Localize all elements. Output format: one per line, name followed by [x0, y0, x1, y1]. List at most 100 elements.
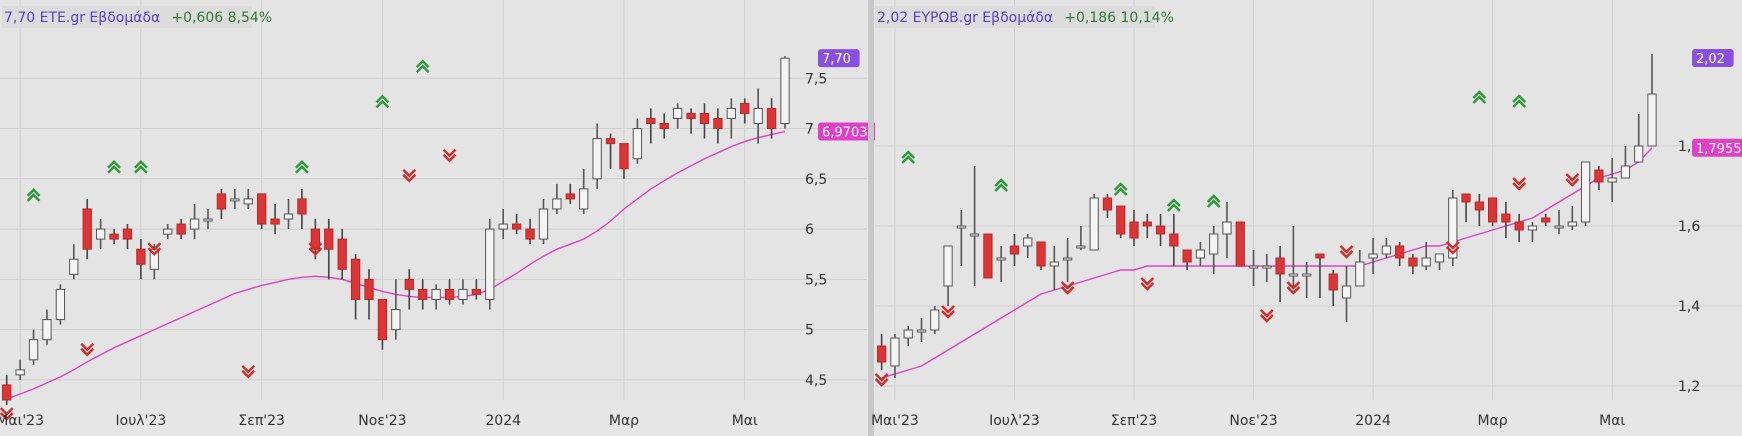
candle[interactable]	[377, 298, 388, 350]
candle[interactable]	[579, 168, 589, 214]
candle[interactable]	[969, 166, 980, 286]
candle[interactable]	[1580, 161, 1591, 226]
candle[interactable]	[565, 183, 575, 204]
candle[interactable]	[713, 108, 723, 144]
candle[interactable]	[1434, 253, 1445, 270]
candle[interactable]	[1209, 226, 1219, 274]
candle[interactable]	[1182, 249, 1192, 270]
candle[interactable]	[525, 219, 535, 245]
candle[interactable]	[916, 318, 927, 342]
candle[interactable]	[95, 219, 106, 250]
candle[interactable]	[699, 103, 710, 139]
candle[interactable]	[1116, 205, 1126, 238]
candles-layer[interactable]	[877, 54, 1657, 378]
candle[interactable]	[1195, 242, 1206, 266]
candle[interactable]	[1275, 246, 1285, 302]
candle[interactable]	[243, 188, 253, 209]
candle[interactable]	[337, 229, 347, 280]
candle[interactable]	[55, 284, 66, 325]
candle[interactable]	[176, 219, 186, 240]
candle[interactable]	[364, 269, 374, 320]
candle[interactable]	[471, 279, 482, 300]
candle[interactable]	[1102, 194, 1113, 218]
candle[interactable]	[956, 210, 966, 266]
candle[interactable]	[1355, 250, 1365, 287]
candle[interactable]	[1142, 214, 1152, 238]
candle[interactable]	[136, 239, 146, 280]
candle[interactable]	[122, 224, 133, 250]
candle[interactable]	[1607, 158, 1617, 202]
candle[interactable]	[632, 118, 643, 164]
candle[interactable]	[1541, 214, 1551, 226]
candle[interactable]	[216, 188, 227, 220]
candle[interactable]	[1474, 194, 1484, 226]
candle[interactable]	[890, 334, 900, 378]
candle[interactable]	[930, 306, 940, 334]
candle[interactable]	[69, 244, 79, 280]
candle[interactable]	[1049, 246, 1059, 290]
candle[interactable]	[324, 219, 334, 280]
candle[interactable]	[1421, 242, 1431, 270]
candle[interactable]	[1089, 194, 1099, 251]
candle[interactable]	[350, 254, 361, 320]
candle[interactable]	[1235, 221, 1245, 267]
candle[interactable]	[203, 208, 213, 230]
candle[interactable]	[1328, 270, 1338, 306]
candle[interactable]	[1554, 210, 1564, 234]
candle[interactable]	[1262, 254, 1272, 282]
candle[interactable]	[511, 213, 522, 235]
candle[interactable]	[686, 108, 696, 134]
candle[interactable]	[619, 143, 629, 179]
candle[interactable]	[1169, 214, 1179, 266]
candle[interactable]	[1062, 238, 1073, 282]
candle[interactable]	[1567, 206, 1577, 230]
candle[interactable]	[230, 188, 240, 209]
candle[interactable]	[28, 329, 39, 365]
candle[interactable]	[592, 123, 602, 189]
candle[interactable]	[996, 246, 1006, 282]
candle[interactable]	[15, 359, 25, 380]
candle[interactable]	[1248, 250, 1259, 286]
candle[interactable]	[1036, 241, 1046, 270]
candle[interactable]	[1395, 242, 1405, 266]
candle[interactable]	[2, 374, 12, 406]
candle[interactable]	[498, 208, 508, 240]
candle[interactable]	[740, 98, 750, 124]
candle[interactable]	[1288, 226, 1299, 286]
candle[interactable]	[1527, 222, 1538, 242]
candle[interactable]	[726, 98, 736, 139]
candle[interactable]	[1009, 234, 1020, 266]
candle[interactable]	[1487, 197, 1498, 226]
candle[interactable]	[538, 198, 549, 245]
candle[interactable]	[1222, 202, 1232, 258]
candle[interactable]	[109, 229, 119, 245]
candle[interactable]	[418, 279, 428, 310]
candle[interactable]	[646, 108, 656, 144]
candle[interactable]	[1023, 234, 1033, 258]
candle[interactable]	[877, 334, 887, 370]
candle[interactable]	[1076, 226, 1086, 250]
candle[interactable]	[753, 88, 763, 144]
candle[interactable]	[444, 279, 455, 305]
candle[interactable]	[552, 183, 562, 214]
candle[interactable]	[1368, 238, 1378, 274]
candle[interactable]	[1341, 266, 1352, 322]
candle[interactable]	[1302, 262, 1312, 298]
candle[interactable]	[1514, 214, 1524, 242]
candle[interactable]	[458, 279, 468, 305]
candle[interactable]	[659, 113, 669, 139]
candle[interactable]	[672, 103, 683, 129]
candle[interactable]	[1501, 202, 1511, 238]
candle[interactable]	[283, 198, 294, 230]
candle[interactable]	[1381, 238, 1391, 258]
candle[interactable]	[605, 133, 616, 169]
candle[interactable]	[1594, 166, 1604, 190]
candle[interactable]	[163, 224, 173, 240]
panel-divider[interactable]	[868, 0, 874, 436]
candle[interactable]	[780, 56, 790, 129]
candle[interactable]	[82, 198, 92, 260]
candle[interactable]	[766, 98, 777, 139]
candle[interactable]	[903, 326, 913, 346]
candle[interactable]	[42, 309, 52, 345]
candle[interactable]	[270, 203, 280, 235]
